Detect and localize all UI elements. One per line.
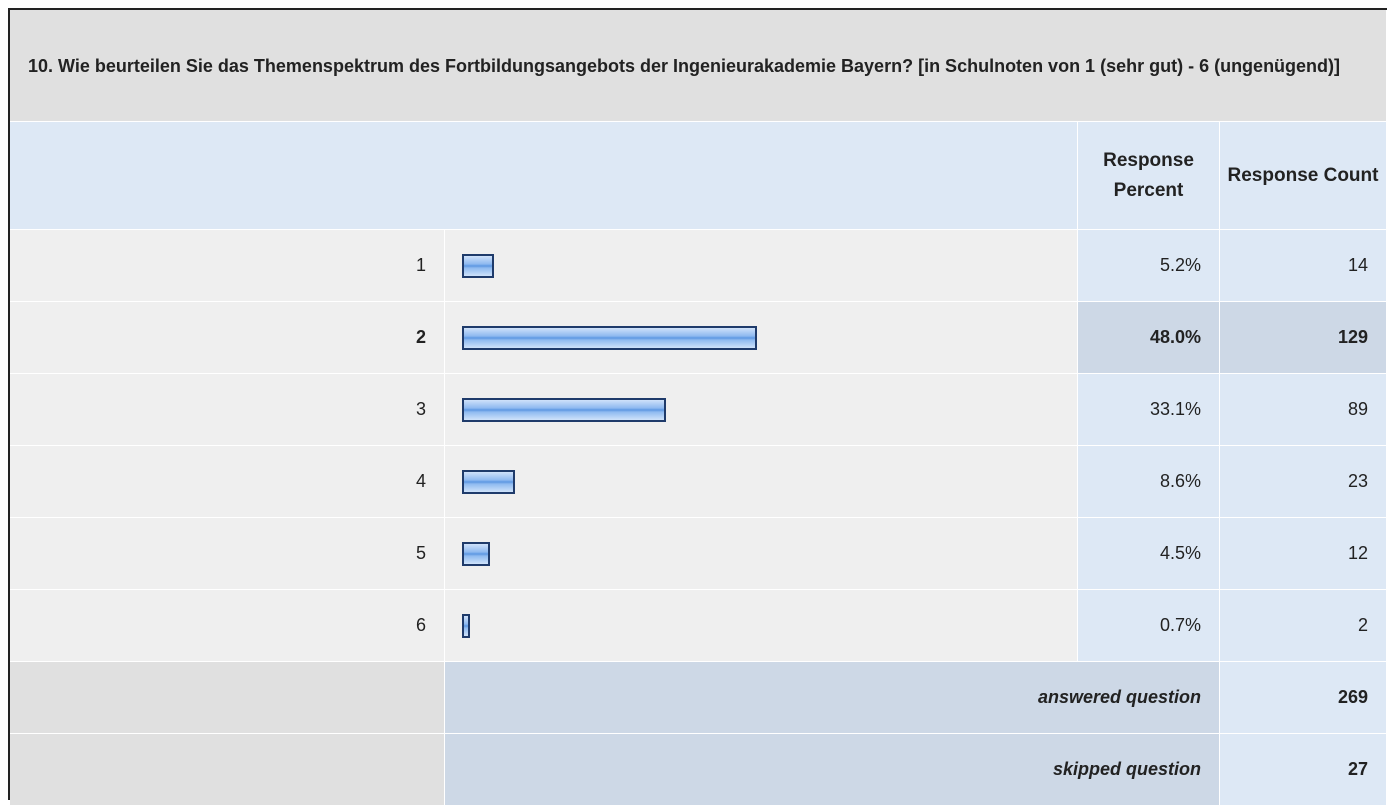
bar-cell	[445, 446, 1078, 518]
footer-label: answered question	[445, 662, 1220, 734]
footer-count: 269	[1220, 662, 1387, 734]
footer-label: skipped question	[445, 734, 1220, 806]
count: 2	[1220, 590, 1387, 662]
row-label: 4	[10, 446, 445, 518]
percent: 0.7%	[1078, 590, 1220, 662]
bar-cell	[445, 230, 1078, 302]
percent: 33.1%	[1078, 374, 1220, 446]
percent: 8.6%	[1078, 446, 1220, 518]
count: 23	[1220, 446, 1387, 518]
bar	[462, 254, 494, 278]
percent: 4.5%	[1078, 518, 1220, 590]
count: 12	[1220, 518, 1387, 590]
count: 129	[1220, 302, 1387, 374]
header-count: Response Count	[1220, 122, 1387, 230]
row-label: 2	[10, 302, 445, 374]
row-label: 5	[10, 518, 445, 590]
bar	[462, 470, 515, 494]
title: 10. Wie beurteilen Sie das Themenspektru…	[10, 10, 1387, 122]
count: 14	[1220, 230, 1387, 302]
row-label: 3	[10, 374, 445, 446]
header-percent: Response Percent	[1078, 122, 1220, 230]
bar	[462, 326, 758, 350]
bar	[462, 542, 490, 566]
bar	[462, 398, 666, 422]
row-label: 1	[10, 230, 445, 302]
footer-blank	[10, 662, 445, 734]
footer-blank	[10, 734, 445, 806]
bar-cell	[445, 590, 1078, 662]
count: 89	[1220, 374, 1387, 446]
percent: 48.0%	[1078, 302, 1220, 374]
header-blank	[10, 122, 1078, 230]
footer-count: 27	[1220, 734, 1387, 806]
survey-table: 10. Wie beurteilen Sie das Themenspektru…	[8, 8, 1387, 806]
row-label: 6	[10, 590, 445, 662]
bar-cell	[445, 518, 1078, 590]
percent: 5.2%	[1078, 230, 1220, 302]
bar	[462, 614, 470, 638]
